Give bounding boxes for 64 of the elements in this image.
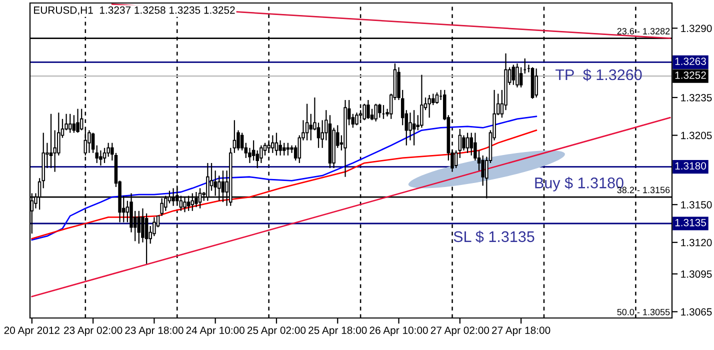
candlestick xyxy=(466,132,470,154)
candlestick xyxy=(76,108,80,134)
x-tick-label: 24 Apr 10:00 xyxy=(186,326,244,336)
candlestick xyxy=(99,150,102,166)
candlestick xyxy=(458,128,462,159)
candlestick xyxy=(519,66,523,88)
candlestick xyxy=(420,74,424,128)
x-tick-label: 25 Apr 02:00 xyxy=(247,326,306,336)
y-tick-label: 1.3095 xyxy=(681,270,712,278)
candlestick xyxy=(435,92,439,104)
candlestick xyxy=(366,99,370,120)
y-tick-label: 1.3150 xyxy=(681,201,712,208)
candlestick xyxy=(516,62,519,88)
candlestick xyxy=(512,64,516,86)
candlestick xyxy=(282,142,286,156)
candlestick xyxy=(88,130,91,154)
candlestick xyxy=(462,134,466,151)
candlestick xyxy=(49,113,53,169)
candlestick xyxy=(378,103,382,118)
ref-line-label: 1.3263 xyxy=(675,58,706,66)
x-tick-label: 25 Apr 18:00 xyxy=(308,326,367,336)
annotation: TP $ 1.3260 xyxy=(556,68,642,82)
candlestick xyxy=(470,132,474,156)
x-tick-label: 26 Apr 10:00 xyxy=(370,326,428,336)
candlestick xyxy=(412,110,416,146)
candlestick xyxy=(137,210,141,244)
candlestick xyxy=(271,134,274,154)
x-tick-label: 20 Apr 2012 xyxy=(4,326,60,336)
chart-title: EURUSD,H1 1.3237 1.3258 1.3235 1.3252 xyxy=(34,6,235,16)
ref-line-label: 1.3135 xyxy=(675,218,706,226)
candlestick xyxy=(144,212,148,264)
candlestick xyxy=(534,68,538,98)
candlestick xyxy=(481,154,484,186)
x-tick-label: 23 Apr 18:00 xyxy=(125,326,184,336)
x-tick-label: 27 Apr 18:00 xyxy=(492,326,550,336)
ref-line-label: 1.3180 xyxy=(675,162,706,170)
y-tick-label: 1.3065 xyxy=(681,308,712,316)
candlestick xyxy=(454,150,458,169)
candlestick xyxy=(68,113,72,134)
candlestick xyxy=(80,108,84,131)
candlestick xyxy=(305,103,309,141)
y-tick-label: 1.3290 xyxy=(681,24,712,32)
annotation: 23.6 - 1.3282 xyxy=(617,28,670,34)
candlestick xyxy=(309,113,313,141)
y-tick-label: 1.3235 xyxy=(681,94,712,102)
candlestick xyxy=(252,140,256,162)
candlestick xyxy=(428,94,431,118)
x-tick-label: 23 Apr 02:00 xyxy=(64,326,122,336)
annotation: 50.0 - 1.3055 xyxy=(617,308,670,316)
candlestick xyxy=(286,142,290,156)
candlestick xyxy=(274,132,278,156)
candlestick xyxy=(72,114,76,134)
candlestick xyxy=(278,140,282,156)
annotation: SL $ 1.3135 xyxy=(454,230,534,243)
candlestick xyxy=(240,132,244,151)
candlestick xyxy=(102,147,106,164)
annotation: 38.2 - 1.3156 xyxy=(617,186,670,194)
x-tick-label: 27 Apr 02:00 xyxy=(430,326,490,336)
ref-line-label: 1.3252 xyxy=(675,72,706,79)
candlestick xyxy=(260,144,263,164)
candlestick xyxy=(374,103,378,122)
y-tick-label: 1.3205 xyxy=(681,132,712,140)
y-tick-label: 1.3120 xyxy=(681,238,712,246)
candlestick xyxy=(432,93,435,106)
